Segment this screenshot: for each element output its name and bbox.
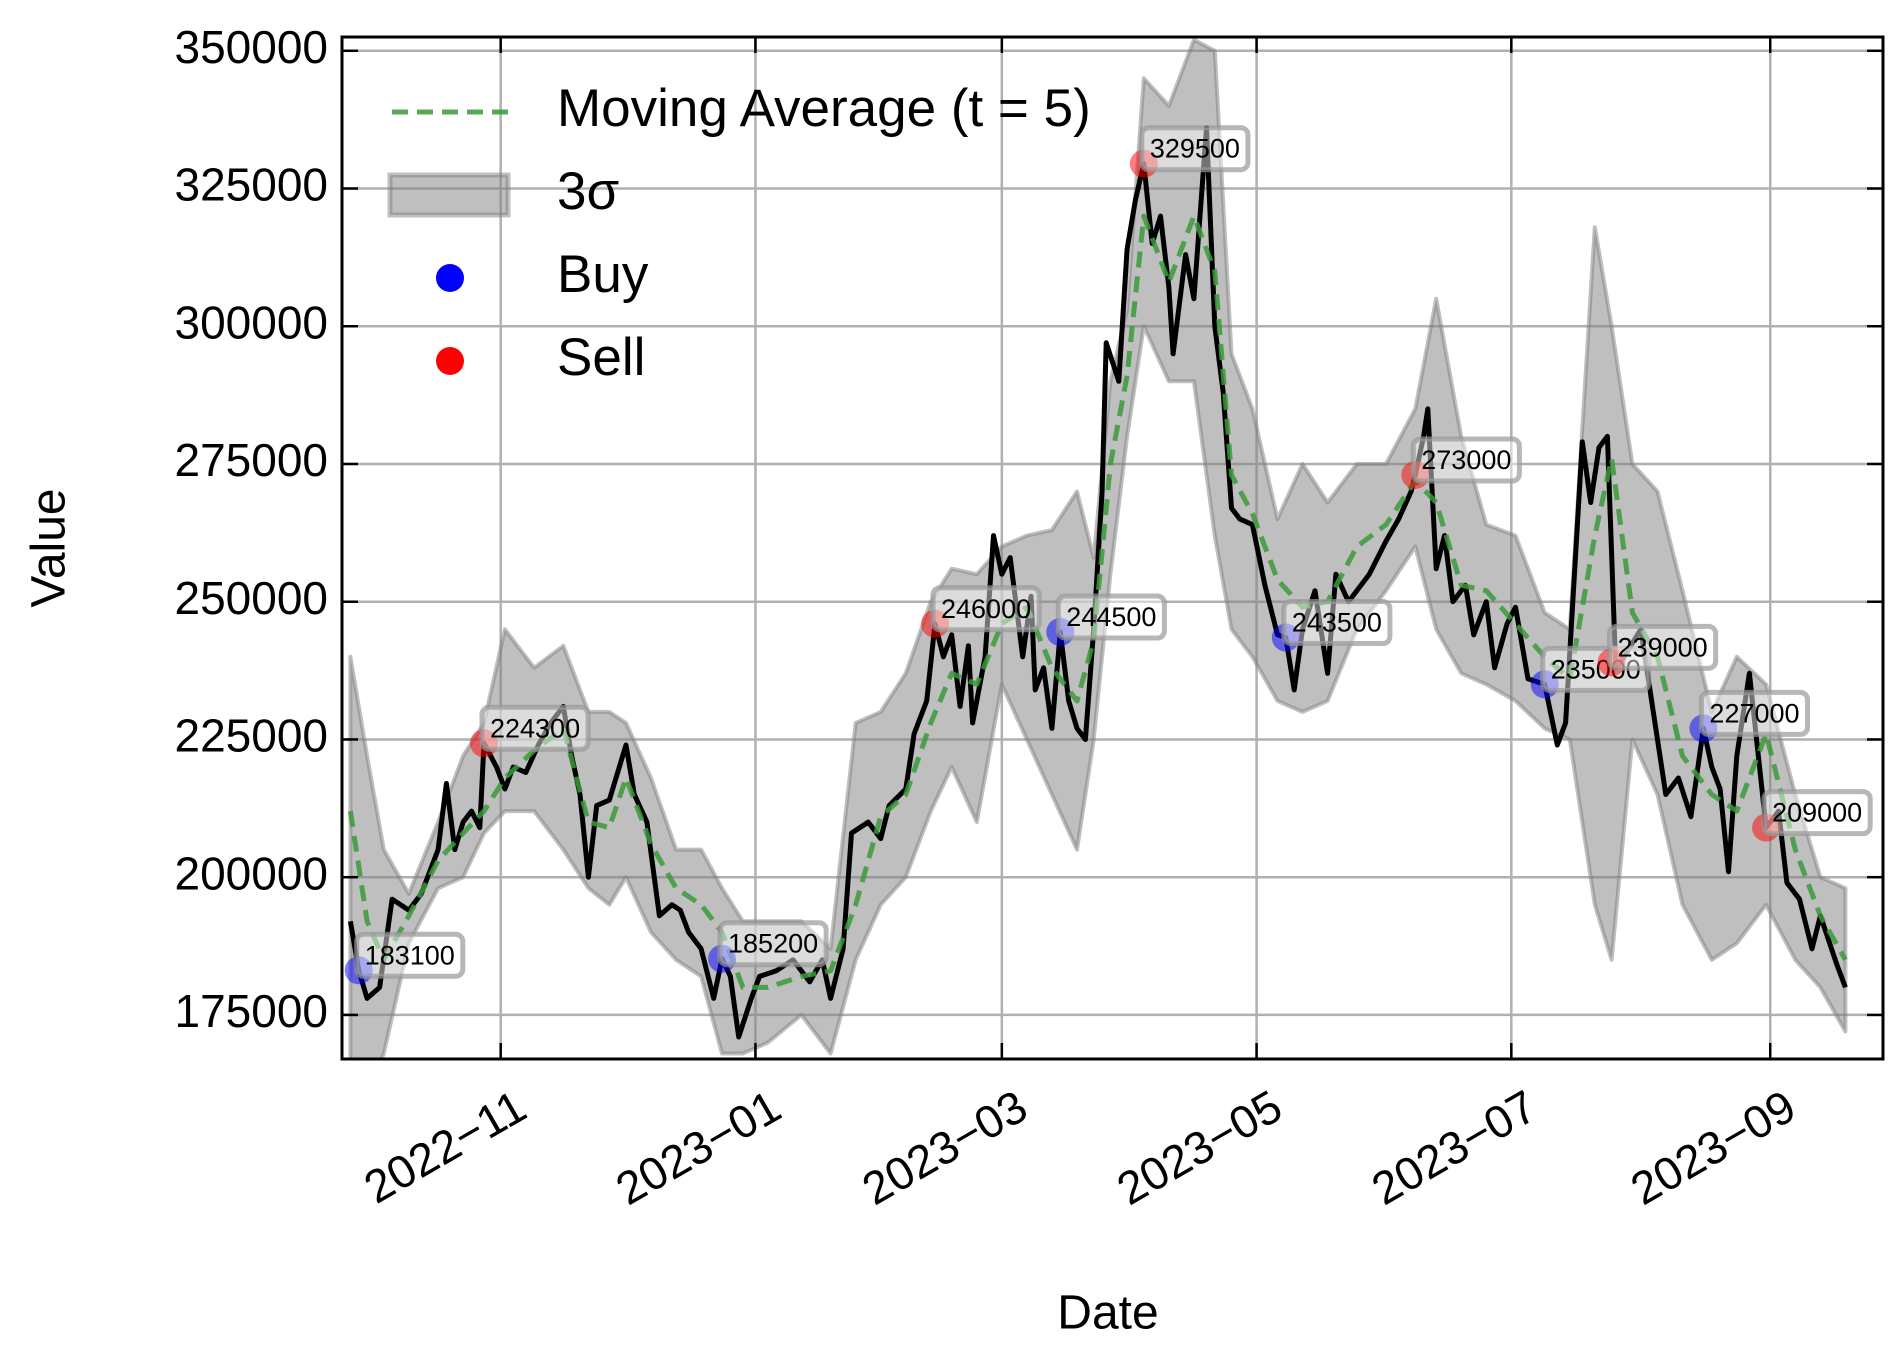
annotation-box	[1410, 436, 1522, 484]
y-tick-label: 300000	[175, 296, 329, 348]
annotation: 183100	[354, 931, 466, 979]
value-line	[347, 125, 1848, 1040]
annotation-box	[1761, 789, 1873, 837]
annotation-label: 224300	[490, 713, 580, 743]
annotation: 185200	[717, 920, 829, 968]
x-axis-label: Date	[1057, 1287, 1158, 1340]
plot-area	[342, 37, 1883, 1059]
y-tick-label: 175000	[175, 985, 329, 1037]
annotation-box	[717, 920, 829, 968]
x-tick-label: 2023−07	[1363, 1080, 1545, 1215]
annotation-label: 329500	[1150, 134, 1240, 164]
annotation-label: 183100	[365, 940, 455, 970]
annotation: 273000	[1410, 436, 1522, 484]
annotation-box	[1607, 623, 1719, 671]
x-tick-label: 2023−09	[1622, 1080, 1804, 1215]
annotation-box	[354, 931, 466, 979]
y-tick-label: 200000	[175, 847, 329, 899]
annotation-label: 227000	[1709, 698, 1799, 728]
plot-frame	[340, 35, 1885, 1061]
annotation: 243500	[1281, 599, 1393, 647]
annotation: 239000	[1607, 623, 1719, 671]
annotation-label: 244500	[1066, 602, 1156, 632]
annotation: 209000	[1761, 789, 1873, 837]
annotation-box	[1281, 599, 1393, 647]
annotation-label: 185200	[728, 929, 818, 959]
annotation-label: 243500	[1292, 608, 1382, 638]
annotation-box	[1055, 593, 1167, 641]
y-tick-label: 325000	[175, 159, 329, 211]
y-tick-label: 225000	[175, 710, 329, 762]
y-axis-label: Value	[23, 488, 76, 607]
y-tick-label: 250000	[175, 572, 329, 624]
annotation-label: 273000	[1421, 445, 1511, 475]
annotation-label: 209000	[1772, 798, 1862, 828]
y-tick-label: 275000	[175, 434, 329, 486]
x-tick-label: 2023−01	[607, 1080, 789, 1215]
legend-label: Moving Average (t = 5)	[557, 79, 1091, 138]
annotation: 246000	[930, 585, 1042, 633]
legend-label: Sell	[557, 328, 645, 387]
annotation-box	[1139, 125, 1251, 173]
x-tick-label: 2023−03	[853, 1080, 1035, 1215]
annotation-box	[479, 704, 591, 752]
annotation: 244500	[1055, 593, 1167, 641]
x-tick-label: 2023−05	[1108, 1080, 1290, 1215]
annotation-box	[1698, 689, 1811, 737]
annotation-label: 239000	[1618, 632, 1708, 662]
annotation-label: 246000	[941, 594, 1031, 624]
legend-label: Buy	[557, 245, 649, 304]
moving-average-line	[347, 213, 1848, 990]
x-tick-label: 2022−11	[355, 1080, 534, 1214]
y-tick-label: 350000	[175, 21, 329, 73]
legend-swatch	[387, 172, 511, 218]
annotation: 329500	[1139, 125, 1251, 173]
annotation: 227000	[1698, 689, 1811, 737]
annotation: 224300	[479, 704, 591, 752]
legend-label: 3σ	[557, 162, 619, 221]
annotation-box	[930, 585, 1042, 633]
legend-swatch	[436, 347, 464, 375]
legend-swatch	[436, 264, 464, 292]
